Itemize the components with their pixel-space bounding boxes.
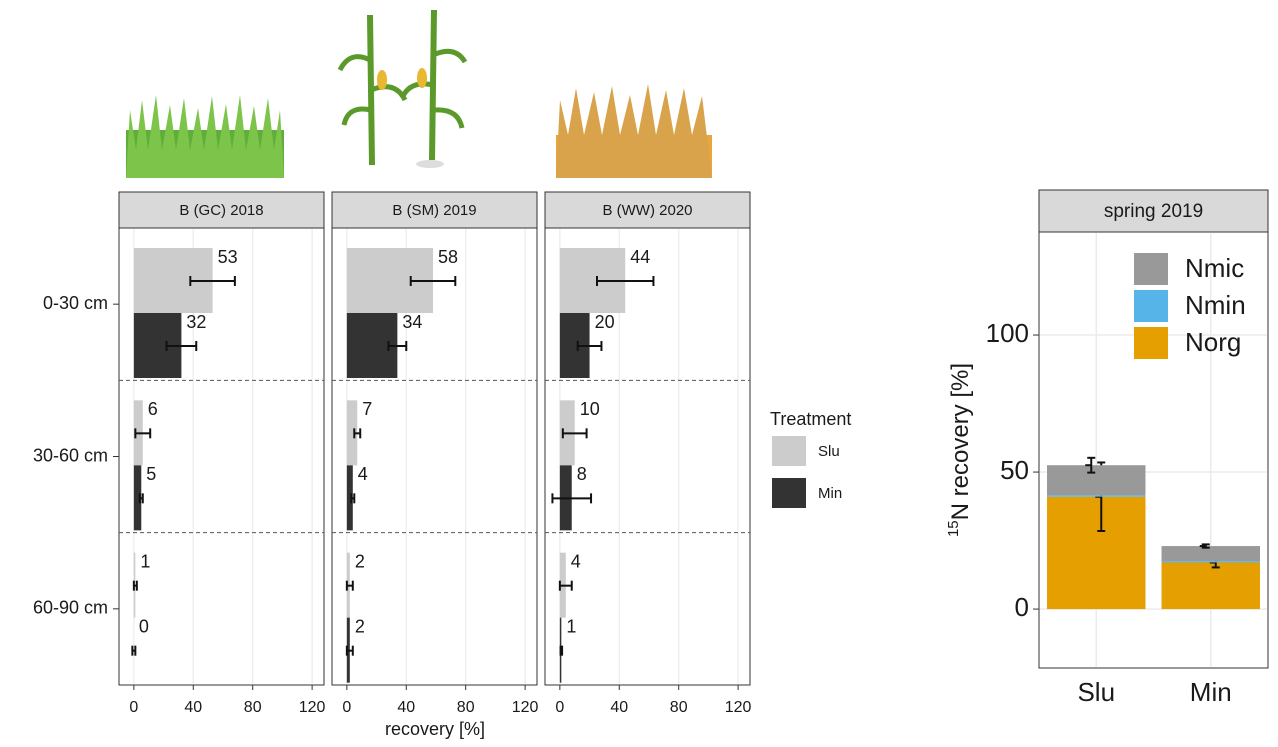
value-label: 32: [186, 312, 206, 332]
y-tick-label: 0: [1015, 592, 1029, 622]
error-bar: [387, 341, 408, 351]
value-label: 34: [402, 312, 422, 332]
strip: [1038, 189, 1269, 233]
facet-label: B (GC) 2018: [179, 202, 263, 219]
error-bar: [189, 276, 236, 286]
legend-swatch: [772, 478, 806, 508]
legend-swatch: [1134, 290, 1168, 322]
chart-title: spring 2019: [1104, 201, 1203, 222]
legend-label: Min: [818, 485, 842, 502]
error-bar: [576, 341, 603, 351]
x-tick-label: 80: [457, 699, 475, 716]
value-label: 4: [358, 464, 368, 484]
error-bar: [138, 493, 144, 504]
error-bar: [595, 276, 655, 286]
value-label: 5: [146, 464, 156, 484]
x-tick-label: 120: [512, 699, 539, 716]
legend-swatch: [1134, 327, 1168, 359]
x-tick-label: 0: [555, 699, 564, 716]
y-axis-title-text: N recovery [%]: [947, 363, 974, 520]
error-bar: [1085, 456, 1096, 474]
x-axis-title: recovery [%]: [385, 719, 485, 739]
legend-label: Nmin: [1185, 290, 1246, 320]
legend-label: Nmic: [1185, 253, 1244, 283]
bar-segment: [1161, 546, 1260, 562]
legend-swatch: [1134, 253, 1168, 285]
error-bar: [350, 493, 356, 504]
value-label: 1: [566, 616, 576, 636]
facet-label: B (WW) 2020: [602, 202, 692, 219]
strip: [331, 191, 538, 229]
x-tick-label: 40: [610, 699, 628, 716]
error-bar: [561, 428, 588, 439]
bar-segment: [1047, 495, 1146, 497]
corn-illustration: [337, 9, 468, 168]
grass-illustration: [126, 95, 284, 178]
bar: [133, 465, 142, 531]
value-label: 6: [148, 399, 158, 419]
x-tick-label: Min: [1190, 677, 1232, 707]
error-bar: [558, 580, 573, 591]
facet-label: B (SM) 2019: [392, 202, 476, 219]
bar-segment: [1047, 465, 1146, 496]
x-tick-label: 40: [397, 699, 415, 716]
value-label: 53: [218, 247, 238, 267]
error-bar: [409, 276, 457, 286]
x-tick-label: 0: [129, 699, 138, 716]
bar-segment: [1161, 561, 1260, 563]
value-label: 2: [355, 551, 365, 571]
strip: [544, 191, 751, 229]
y-tick-label: 60-90 cm: [33, 598, 108, 618]
value-label: 1: [140, 551, 150, 571]
x-tick-label: 120: [725, 699, 752, 716]
error-bar: [165, 341, 198, 351]
value-label: 44: [630, 247, 650, 267]
error-bar: [131, 645, 137, 656]
y-tick-label: 100: [986, 318, 1029, 348]
value-label: 0: [139, 616, 149, 636]
bar-segment: [1047, 496, 1146, 610]
y-tick-label: 30-60 cm: [33, 445, 108, 465]
y-tick-label: 50: [1000, 455, 1029, 485]
error-bar: [134, 428, 152, 439]
error-bar: [551, 493, 593, 504]
x-tick-label: 80: [244, 699, 262, 716]
x-tick-label: 120: [299, 699, 326, 716]
error-bar: [132, 580, 138, 591]
error-bar: [345, 580, 354, 591]
value-label: 8: [577, 464, 587, 484]
value-label: 2: [355, 616, 365, 636]
x-tick-label: 80: [670, 699, 688, 716]
value-label: 20: [595, 312, 615, 332]
legend-label: Slu: [818, 443, 840, 460]
error-bar: [1199, 543, 1210, 549]
x-tick-label: 0: [342, 699, 351, 716]
error-bar: [353, 428, 362, 439]
value-label: 10: [580, 399, 600, 419]
error-bar: [345, 645, 354, 656]
legend-title: Treatment: [770, 409, 851, 429]
value-label: 7: [362, 399, 372, 419]
legend-swatch: [772, 436, 806, 466]
x-tick-label: 40: [184, 699, 202, 716]
y-tick-label: 0-30 cm: [43, 293, 108, 313]
value-label: 58: [438, 247, 458, 267]
y-axis-title: 15N recovery [%]: [945, 363, 974, 537]
error-bar: [559, 645, 564, 656]
bar: [346, 400, 358, 466]
wheat-illustration: [556, 84, 712, 178]
y-axis-title-superscript: 15: [945, 520, 962, 537]
x-tick-label: Slu: [1077, 677, 1115, 707]
bar-segment: [1161, 562, 1260, 610]
value-label: 4: [571, 551, 581, 571]
strip: [118, 191, 325, 229]
legend-label: Norg: [1185, 327, 1241, 357]
bar: [346, 465, 353, 531]
